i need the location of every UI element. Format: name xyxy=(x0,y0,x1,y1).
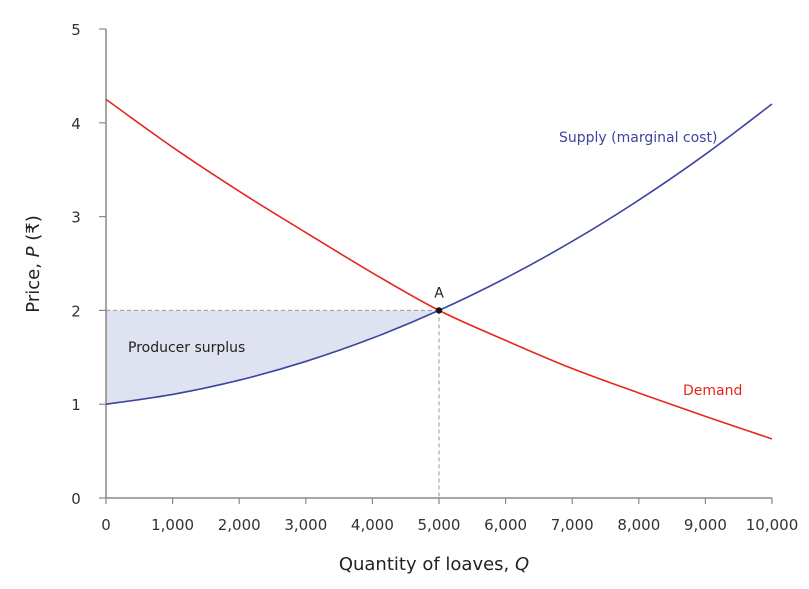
y-tick-label: 4 xyxy=(71,115,81,133)
x-tick-label: 1,000 xyxy=(151,516,194,534)
y-axis-title-var: P xyxy=(23,246,44,257)
x-tick-label: 8,000 xyxy=(617,516,660,534)
y-axis-title-unit: (₹) xyxy=(23,215,44,246)
x-tick-label: 5,000 xyxy=(418,516,461,534)
x-tick-label: 10,000 xyxy=(746,516,799,534)
y-tick-label: 1 xyxy=(71,396,81,414)
y-axis-title-text: Price, xyxy=(23,257,44,312)
x-tick-label: 6,000 xyxy=(484,516,527,534)
x-tick-label: 2,000 xyxy=(218,516,261,534)
equilibrium-point-a xyxy=(435,307,443,314)
y-axis-title: Price, P (₹) xyxy=(23,215,44,312)
x-axis-title: Quantity of loaves, Q xyxy=(339,554,529,575)
supply-label: Supply (marginal cost) xyxy=(559,130,717,146)
x-tick-label: 0 xyxy=(101,516,111,534)
demand-label: Demand xyxy=(683,383,742,399)
x-tick-label: 4,000 xyxy=(351,516,394,534)
x-tick-label: 3,000 xyxy=(284,516,327,534)
x-axis-title-var: Q xyxy=(515,554,529,575)
y-tick-label: 2 xyxy=(71,302,81,320)
producer-surplus-label: Producer surplus xyxy=(128,340,245,356)
x-axis-title-text: Quantity of loaves, xyxy=(339,554,515,575)
equilibrium-label: A xyxy=(434,285,444,301)
x-tick-label: 7,000 xyxy=(551,516,594,534)
y-tick-label: 5 xyxy=(71,21,81,39)
y-tick-label: 0 xyxy=(71,490,81,508)
producer-surplus-area xyxy=(106,310,439,405)
y-tick-label: 3 xyxy=(71,209,81,227)
x-tick-label: 9,000 xyxy=(684,516,727,534)
